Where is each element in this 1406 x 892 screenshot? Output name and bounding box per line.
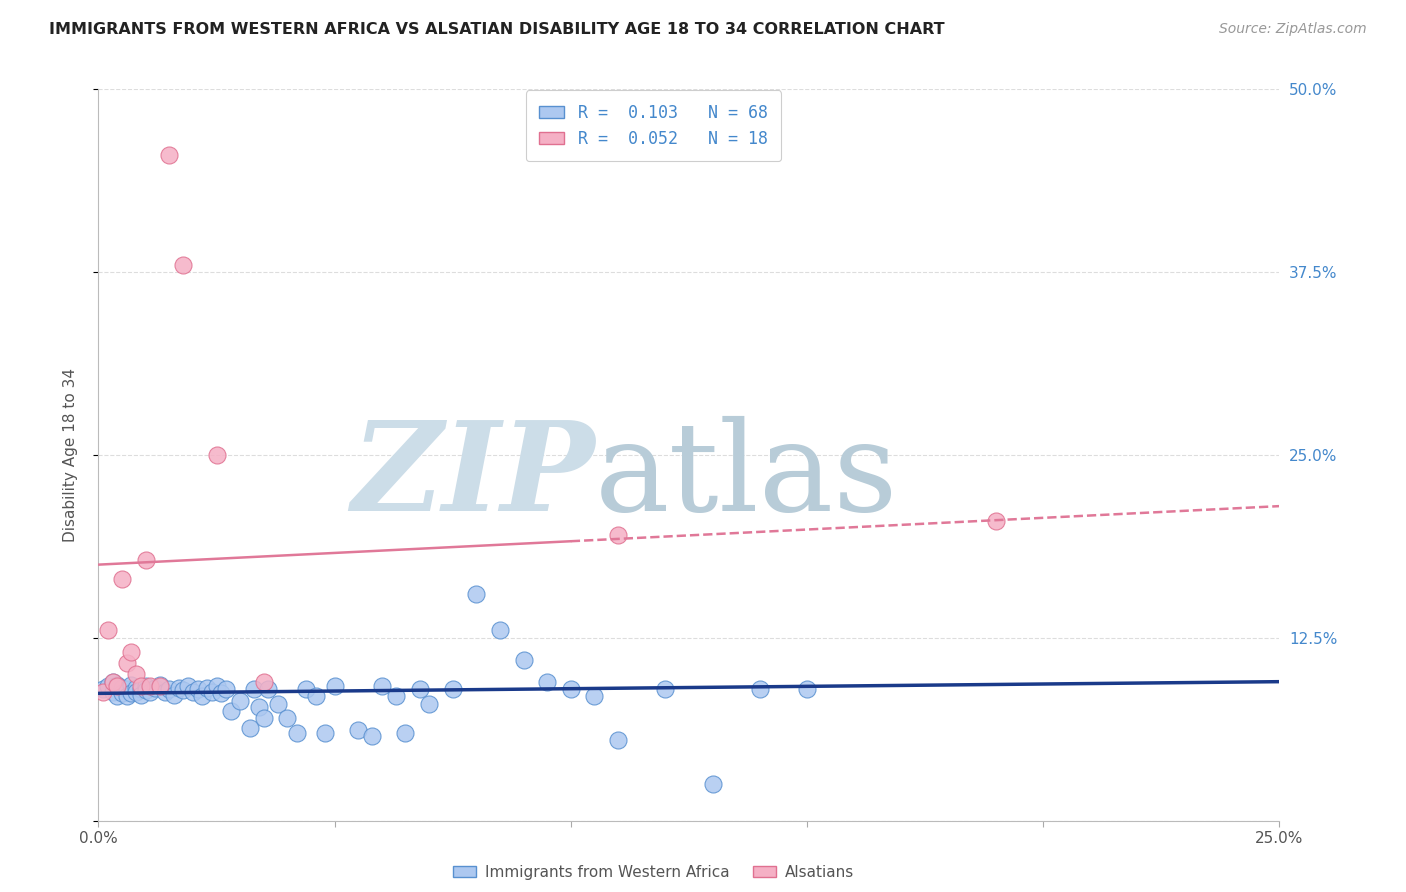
Point — [153, 685, 176, 699]
Point — [536, 674, 558, 689]
Point — [583, 690, 606, 704]
Text: atlas: atlas — [595, 417, 898, 537]
Point — [702, 777, 724, 791]
Point — [139, 679, 162, 693]
Point — [157, 148, 180, 162]
Point — [607, 528, 630, 542]
Point — [229, 694, 252, 708]
Point — [465, 587, 488, 601]
Point — [305, 690, 328, 704]
Point — [101, 674, 124, 689]
Point — [385, 690, 408, 704]
Point — [157, 681, 180, 696]
Point — [115, 681, 138, 696]
Point — [215, 681, 238, 696]
Point — [441, 681, 464, 696]
Point — [129, 679, 152, 693]
Point — [371, 679, 394, 693]
Point — [323, 679, 346, 693]
Point — [209, 686, 232, 700]
Point — [201, 685, 224, 699]
Point — [121, 686, 143, 700]
Y-axis label: Disability Age 18 to 34: Disability Age 18 to 34 — [63, 368, 77, 542]
Point — [418, 697, 440, 711]
Point — [111, 681, 134, 695]
Point — [257, 681, 280, 696]
Point — [125, 681, 148, 695]
Point — [253, 711, 276, 725]
Point — [361, 729, 384, 743]
Point — [239, 722, 262, 736]
Point — [560, 681, 582, 696]
Point — [101, 685, 124, 699]
Point — [139, 685, 162, 699]
Point — [105, 679, 128, 693]
Point — [489, 624, 512, 638]
Point — [191, 690, 214, 704]
Point — [205, 679, 228, 693]
Point — [129, 681, 152, 696]
Point — [172, 258, 194, 272]
Point — [121, 677, 143, 691]
Point — [97, 624, 120, 638]
Text: IMMIGRANTS FROM WESTERN AFRICA VS ALSATIAN DISABILITY AGE 18 TO 34 CORRELATION C: IMMIGRANTS FROM WESTERN AFRICA VS ALSATI… — [49, 22, 945, 37]
Point — [394, 726, 416, 740]
Point — [187, 681, 209, 696]
Point — [243, 681, 266, 696]
Point — [97, 679, 120, 693]
Point — [91, 685, 114, 699]
Point — [172, 683, 194, 698]
Point — [314, 726, 336, 740]
Point — [105, 690, 128, 704]
Point — [129, 688, 152, 702]
Point — [195, 681, 218, 695]
Point — [101, 674, 124, 689]
Point — [654, 681, 676, 696]
Point — [247, 699, 270, 714]
Point — [205, 448, 228, 462]
Point — [253, 674, 276, 689]
Point — [177, 679, 200, 693]
Point — [181, 685, 204, 699]
Point — [984, 514, 1007, 528]
Point — [115, 690, 138, 704]
Point — [143, 681, 166, 695]
Point — [91, 681, 114, 696]
Point — [135, 679, 157, 693]
Point — [285, 726, 308, 740]
Point — [295, 681, 318, 696]
Point — [347, 723, 370, 737]
Point — [149, 679, 172, 693]
Point — [267, 697, 290, 711]
Point — [219, 704, 242, 718]
Text: ZIP: ZIP — [350, 416, 595, 538]
Point — [135, 553, 157, 567]
Point — [121, 645, 143, 659]
Point — [512, 653, 534, 667]
Point — [167, 681, 190, 695]
Point — [163, 688, 186, 702]
Point — [607, 733, 630, 747]
Point — [115, 656, 138, 670]
Point — [125, 685, 148, 699]
Text: Source: ZipAtlas.com: Source: ZipAtlas.com — [1219, 22, 1367, 37]
Point — [111, 572, 134, 586]
Point — [105, 677, 128, 691]
Point — [408, 681, 430, 696]
Point — [135, 683, 157, 698]
Point — [276, 711, 298, 725]
Point — [125, 667, 148, 681]
Point — [796, 681, 818, 696]
Point — [111, 686, 134, 700]
Point — [748, 681, 770, 696]
Legend: Immigrants from Western Africa, Alsatians: Immigrants from Western Africa, Alsatian… — [447, 859, 860, 886]
Point — [149, 677, 172, 691]
